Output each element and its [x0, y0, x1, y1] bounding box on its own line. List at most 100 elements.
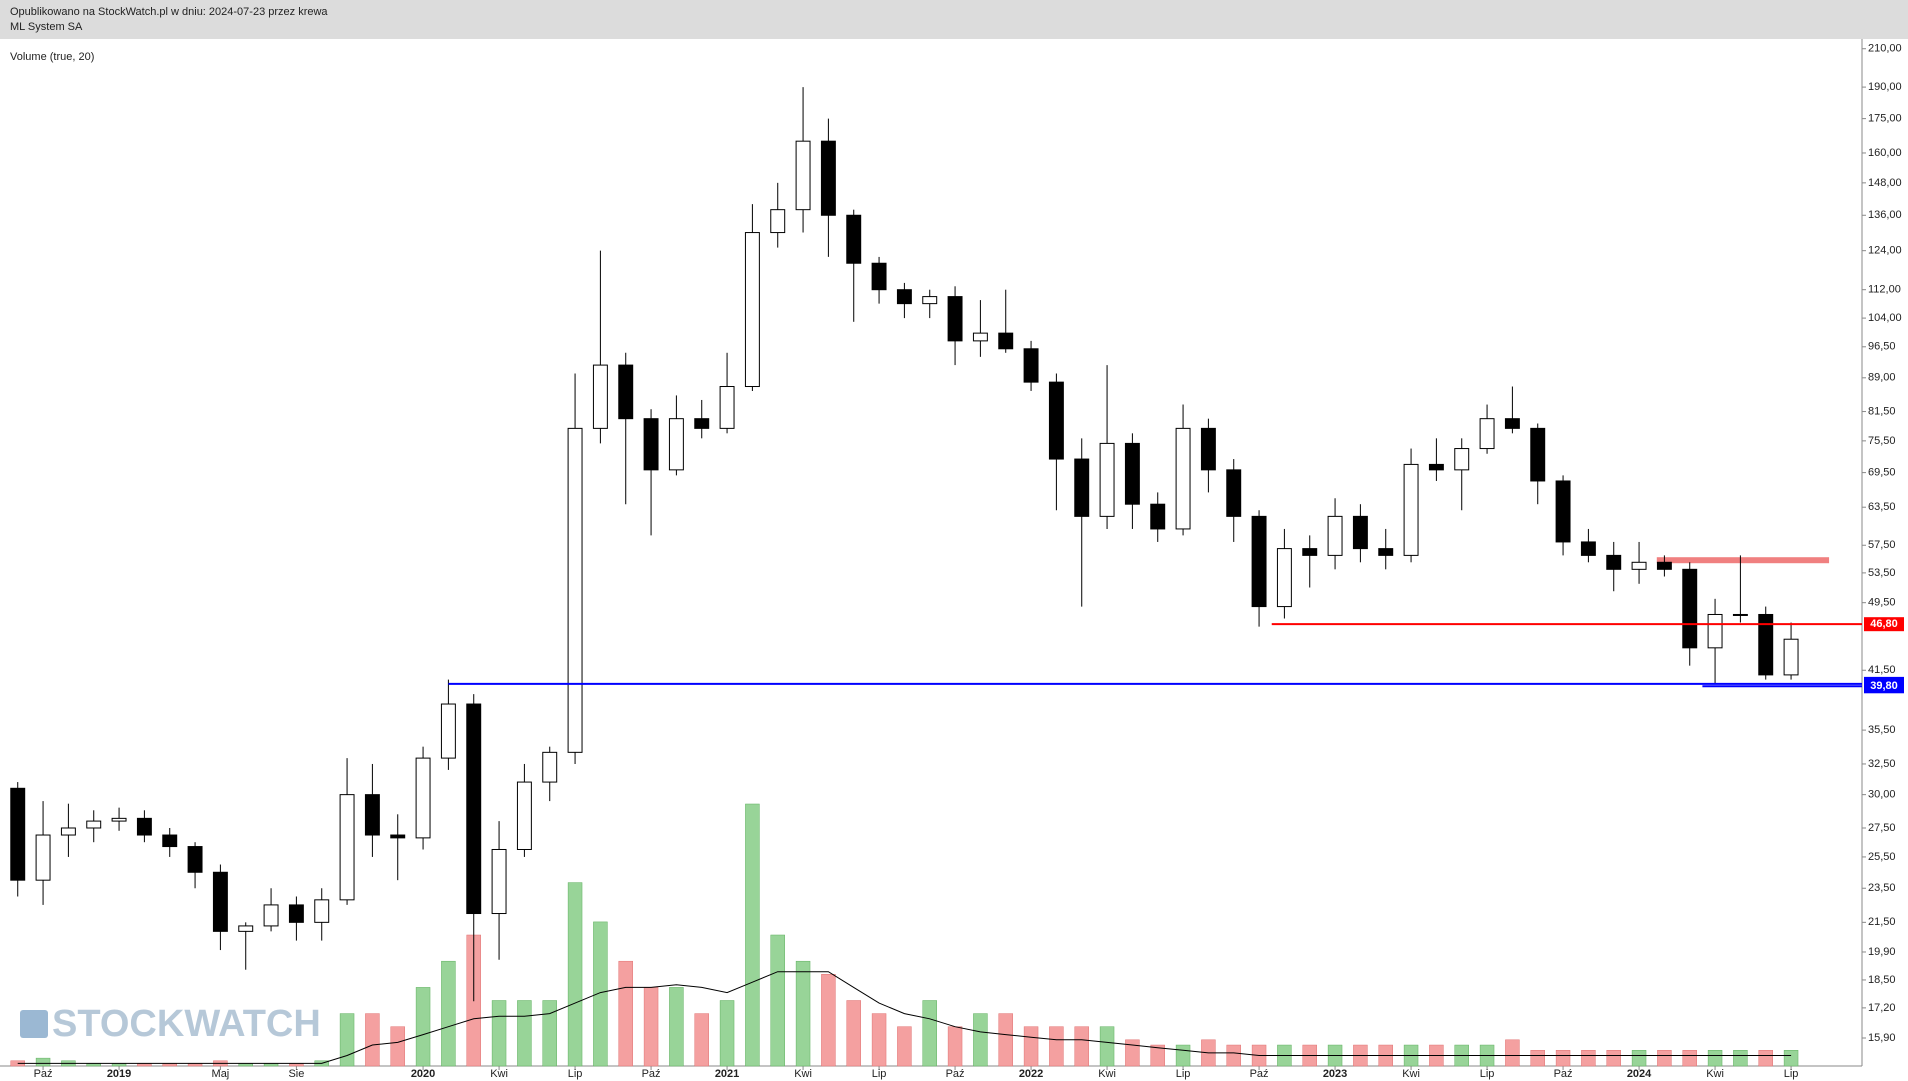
header-line: Opublikowano na StockWatch.pl w dniu: 20…: [10, 6, 328, 18]
header-band: [0, 0, 1908, 39]
volume-bar: [1657, 1050, 1672, 1067]
volume-bar: [593, 921, 608, 1067]
volume-bar: [669, 987, 684, 1067]
candle-body: [466, 703, 482, 915]
y-tick-label: 190,00: [1868, 81, 1902, 93]
candle-body: [10, 787, 26, 881]
header-line: ML System SA: [10, 21, 83, 33]
level-label: 39,80: [1870, 680, 1898, 692]
candle-body: [60, 827, 76, 836]
volume-bar: [35, 1057, 51, 1067]
volume-bar: [567, 882, 583, 1067]
y-tick-label: 136,00: [1868, 209, 1902, 221]
x-tick-label: Kwi: [1402, 1068, 1420, 1080]
candle-body: [1403, 463, 1419, 556]
y-tick-label: 30,00: [1868, 789, 1896, 801]
candle-body: [1378, 548, 1394, 556]
candle-body: [972, 332, 988, 342]
y-tick-label: 27,50: [1868, 822, 1896, 834]
candle-body: [1682, 568, 1698, 649]
volume-bar: [542, 1000, 557, 1067]
candle-body: [1631, 561, 1647, 570]
volume-bar: [1758, 1050, 1773, 1067]
candle-body: [1530, 427, 1546, 482]
y-tick-label: 175,00: [1868, 113, 1902, 125]
volume-bar: [998, 1013, 1013, 1067]
volume-bar: [795, 960, 811, 1067]
x-tick-label: Lip: [1784, 1068, 1799, 1080]
y-tick-label: 75,50: [1868, 435, 1896, 447]
candle-body: [567, 427, 583, 753]
resistance-zone: [1656, 557, 1830, 564]
candle-body: [440, 703, 456, 759]
y-tick-label: 69,50: [1868, 467, 1896, 479]
candle-body: [618, 364, 634, 420]
candle-body: [238, 925, 254, 932]
volume-bar: [871, 1013, 887, 1067]
level-label: 46,80: [1870, 618, 1898, 630]
volume-bar: [1581, 1050, 1596, 1067]
candle-body: [1479, 418, 1495, 450]
volume-bar: [1150, 1044, 1165, 1067]
volume-bar: [1226, 1044, 1241, 1067]
volume-bar: [1631, 1050, 1647, 1067]
volume-bar: [1783, 1050, 1799, 1067]
y-tick-label: 148,00: [1868, 177, 1902, 189]
volume-bar: [1606, 1050, 1621, 1067]
candle-body: [516, 781, 532, 850]
candle-body: [820, 140, 836, 216]
candle-body: [846, 214, 862, 264]
volume-bar: [618, 960, 633, 1067]
volume-bar: [821, 974, 836, 1067]
y-tick-label: 25,50: [1868, 851, 1896, 863]
x-tick-label: Kwi: [1098, 1068, 1116, 1080]
volume-bar: [846, 1000, 861, 1067]
x-tick-label: 2019: [107, 1068, 131, 1080]
volume-bar: [1505, 1039, 1520, 1067]
y-tick-label: 49,50: [1868, 597, 1896, 609]
candle-body: [491, 848, 507, 915]
volume-bar: [390, 1026, 405, 1067]
candle-body: [795, 140, 811, 211]
candle-body: [1606, 554, 1622, 570]
x-tick-label: Kwi: [490, 1068, 508, 1080]
candle-body: [719, 386, 735, 429]
candle-body: [1783, 638, 1799, 676]
y-tick-label: 63,50: [1868, 501, 1896, 513]
candle-body: [136, 817, 152, 836]
volume-bar: [1530, 1050, 1545, 1067]
volume-bar: [1682, 1050, 1697, 1067]
volume-bar: [770, 934, 785, 1067]
candle-body: [1327, 515, 1343, 556]
x-tick-label: Maj: [212, 1068, 230, 1080]
watermark-icon: [20, 1010, 48, 1038]
candle-body: [1555, 480, 1571, 543]
candle-body: [288, 904, 304, 923]
x-tick-label: 2021: [715, 1068, 739, 1080]
candle-body: [1276, 548, 1292, 608]
x-tick-label: Paź: [1250, 1068, 1269, 1080]
x-tick-label: 2024: [1627, 1068, 1652, 1080]
candle-body: [263, 904, 279, 927]
candle-body: [1150, 503, 1166, 530]
candle-body: [1048, 381, 1064, 460]
y-tick-label: 23,50: [1868, 882, 1896, 894]
x-tick-label: Lip: [1176, 1068, 1191, 1080]
volume-bar: [694, 1013, 709, 1067]
volume-bar: [643, 987, 659, 1067]
candle-body: [1124, 442, 1140, 505]
volume-bar: [745, 803, 760, 1067]
y-tick-label: 15,90: [1868, 1032, 1896, 1044]
candle-body: [947, 296, 963, 342]
candle-body: [86, 820, 102, 829]
watermark-group: STOCKWATCH: [20, 1003, 321, 1045]
candle-body: [111, 817, 127, 822]
candle-body: [1454, 448, 1470, 471]
y-tick-label: 112,00: [1868, 284, 1901, 296]
candle-body: [1251, 515, 1267, 608]
indicator-label: Volume (true, 20): [10, 51, 94, 63]
candle-body: [1580, 541, 1596, 556]
y-tick-label: 57,50: [1868, 539, 1896, 551]
x-tick-label: Paź: [642, 1068, 661, 1080]
candle-body: [1707, 613, 1723, 649]
